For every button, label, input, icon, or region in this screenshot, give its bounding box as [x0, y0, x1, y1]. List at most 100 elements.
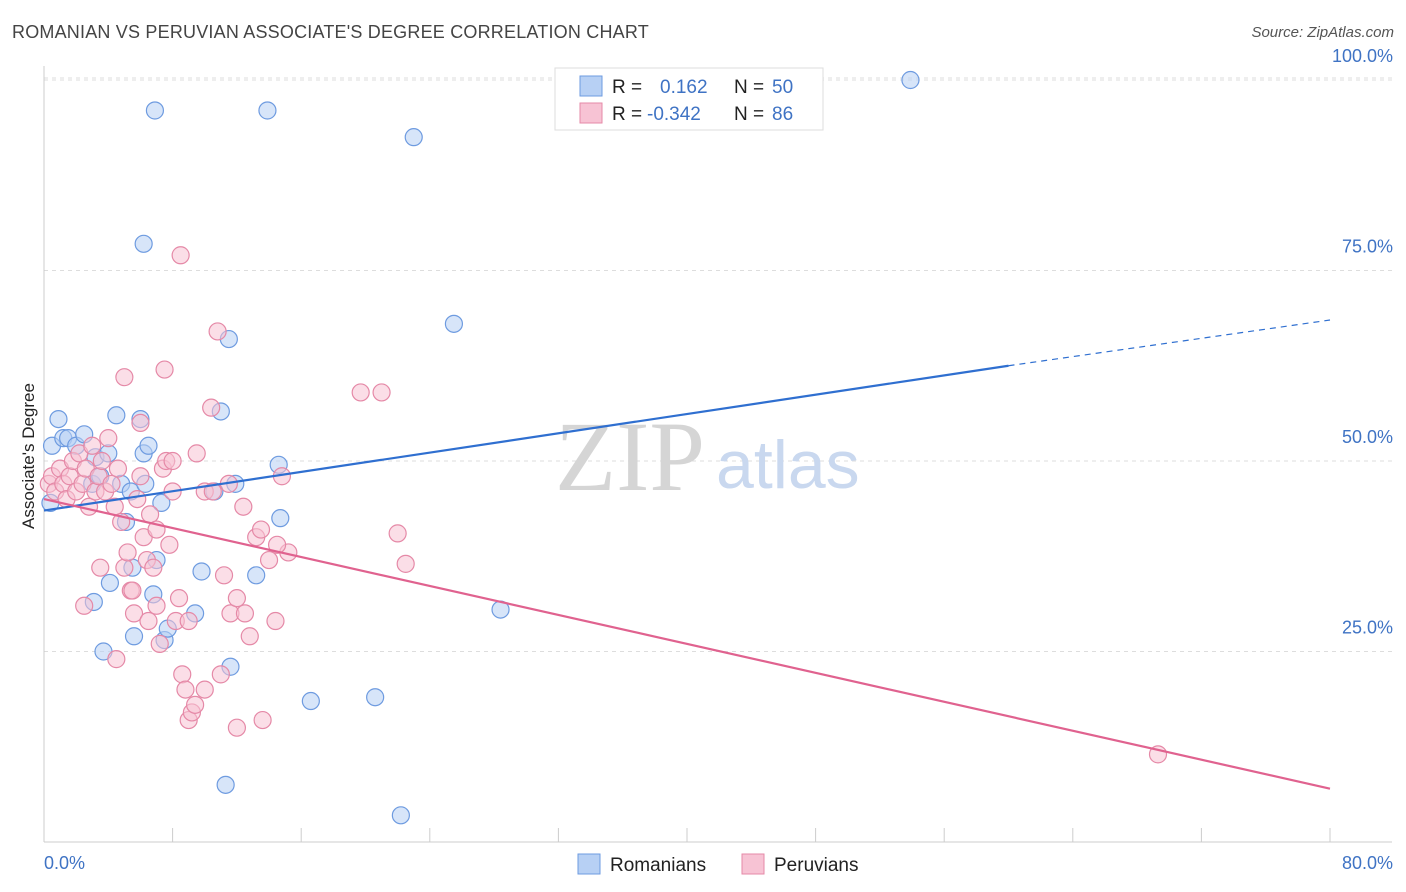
peruvian-point: [253, 710, 272, 730]
watermark-atlas: atlas: [716, 427, 860, 503]
peruvian-point: [179, 611, 198, 631]
legend-swatch-peruvians: [741, 853, 765, 875]
peruvian-point: [266, 611, 285, 631]
peruvian-point: [396, 554, 415, 573]
peruvian-point: [214, 566, 234, 585]
peruvian-point: [118, 543, 137, 562]
chart-title: ROMANIAN VS PERUVIAN ASSOCIATE'S DEGREE …: [12, 22, 649, 42]
romanian-point: [901, 70, 920, 90]
romanian-point: [49, 409, 68, 429]
peruvian-point: [155, 360, 174, 379]
romanian-point: [152, 493, 171, 513]
peruvian-point: [235, 604, 255, 623]
peruvian-point: [150, 634, 169, 653]
peruvian-point: [227, 718, 246, 737]
source-label: Source: ZipAtlas.com: [1251, 24, 1394, 41]
peruvian-point: [108, 459, 128, 478]
peruvian-point: [202, 398, 221, 417]
y-axis-title: Associate's Degree: [19, 383, 38, 529]
peruvian-point: [92, 451, 111, 471]
peruvian-point: [107, 650, 126, 669]
peruvian-point: [115, 368, 134, 387]
peruvian-point: [186, 695, 205, 714]
peruvian-point: [372, 383, 391, 402]
peruvian-point: [171, 246, 190, 265]
romanian-point: [301, 691, 320, 711]
watermark: ZIP atlas: [555, 401, 860, 512]
stats-n-label-2: N =: [734, 104, 764, 125]
romanian-point: [145, 101, 165, 120]
y-tick-label: 75.0%: [1342, 237, 1393, 257]
peruvian-point: [163, 451, 182, 471]
romanian-point: [216, 775, 235, 794]
stats-swatch-blue: [579, 75, 603, 97]
peruvian-point: [128, 490, 147, 509]
romanian-point: [391, 806, 410, 825]
peruvian-point: [203, 482, 222, 501]
peruvian-point: [208, 322, 227, 341]
romanian-point: [271, 509, 290, 528]
peruvian-point: [351, 383, 370, 402]
stats-r-label-2: R =: [612, 104, 642, 125]
romanians-trend-line: [43, 364, 1009, 512]
peruvian-point: [75, 596, 94, 615]
peruvian-point: [187, 444, 206, 463]
peruvian-point: [91, 558, 110, 577]
peruvian-point: [131, 413, 150, 432]
peruvian-point: [195, 680, 214, 699]
legend-label-peruvians: Peruvians: [774, 855, 859, 876]
watermark-zip: ZIP: [555, 401, 705, 512]
stats-r-value-2: -0.342: [647, 104, 701, 125]
peruvian-point: [102, 474, 121, 493]
x-tick-label-left: 0.0%: [44, 853, 85, 873]
peruvian-point: [267, 535, 287, 554]
peruvian-point: [79, 497, 99, 516]
peruvian-point: [124, 604, 144, 623]
peruvian-point: [144, 558, 163, 577]
y-tick-label: 50.0%: [1342, 427, 1393, 447]
peruvian-point: [160, 535, 179, 554]
peruvian-point: [388, 524, 407, 543]
romanians-trend-extension: [1008, 319, 1331, 367]
peruvian-point: [123, 581, 142, 600]
romanian-point: [404, 128, 423, 147]
peruvian-point: [211, 665, 230, 684]
peruvian-point: [131, 467, 150, 486]
axes: [43, 66, 1392, 843]
romanian-point: [100, 573, 120, 593]
peruvian-point: [169, 589, 189, 608]
romanian-point: [247, 566, 266, 585]
x-tick-label-right: 80.0%: [1342, 853, 1393, 873]
stats-n-value-2: 86: [772, 104, 793, 125]
peruvian-point: [227, 589, 246, 608]
peruvian-point: [234, 497, 253, 516]
y-tick-label: 25.0%: [1342, 618, 1393, 638]
legend-swatch-romanians: [577, 853, 601, 875]
tick-labels: 25.0% 50.0% 75.0% 100.0% 0.0% 80.0%: [44, 46, 1393, 873]
peruvian-point: [176, 680, 195, 699]
stats-n-label-1: N =: [734, 77, 764, 98]
peruvian-point: [99, 429, 118, 448]
peruvian-point: [251, 520, 271, 539]
peruvian-point: [115, 558, 134, 577]
romanian-point: [107, 406, 126, 425]
peruvian-point: [147, 596, 166, 615]
peruvian-point: [259, 550, 279, 570]
romanian-point: [124, 627, 144, 646]
stats-r-value-1: 0.162: [660, 77, 708, 98]
stats-r-label-1: R =: [612, 77, 642, 98]
romanian-point: [139, 436, 158, 455]
legend-label-romanians: Romanians: [610, 855, 706, 876]
stats-swatch-pink: [579, 102, 603, 124]
peruvian-point: [140, 505, 160, 524]
romanian-point: [366, 688, 385, 707]
series-legend: Romanians Peruvians: [577, 853, 859, 876]
romanian-point: [444, 314, 464, 333]
stats-n-value-1: 50: [772, 77, 793, 98]
gridlines: [44, 77, 1392, 652]
peruvian-point: [240, 627, 259, 646]
peruvians-trend-line: [43, 498, 1331, 790]
romanian-point: [192, 562, 211, 581]
stats-legend: R = 0.162 N = 50 R = -0.342 N = 86: [554, 67, 824, 131]
